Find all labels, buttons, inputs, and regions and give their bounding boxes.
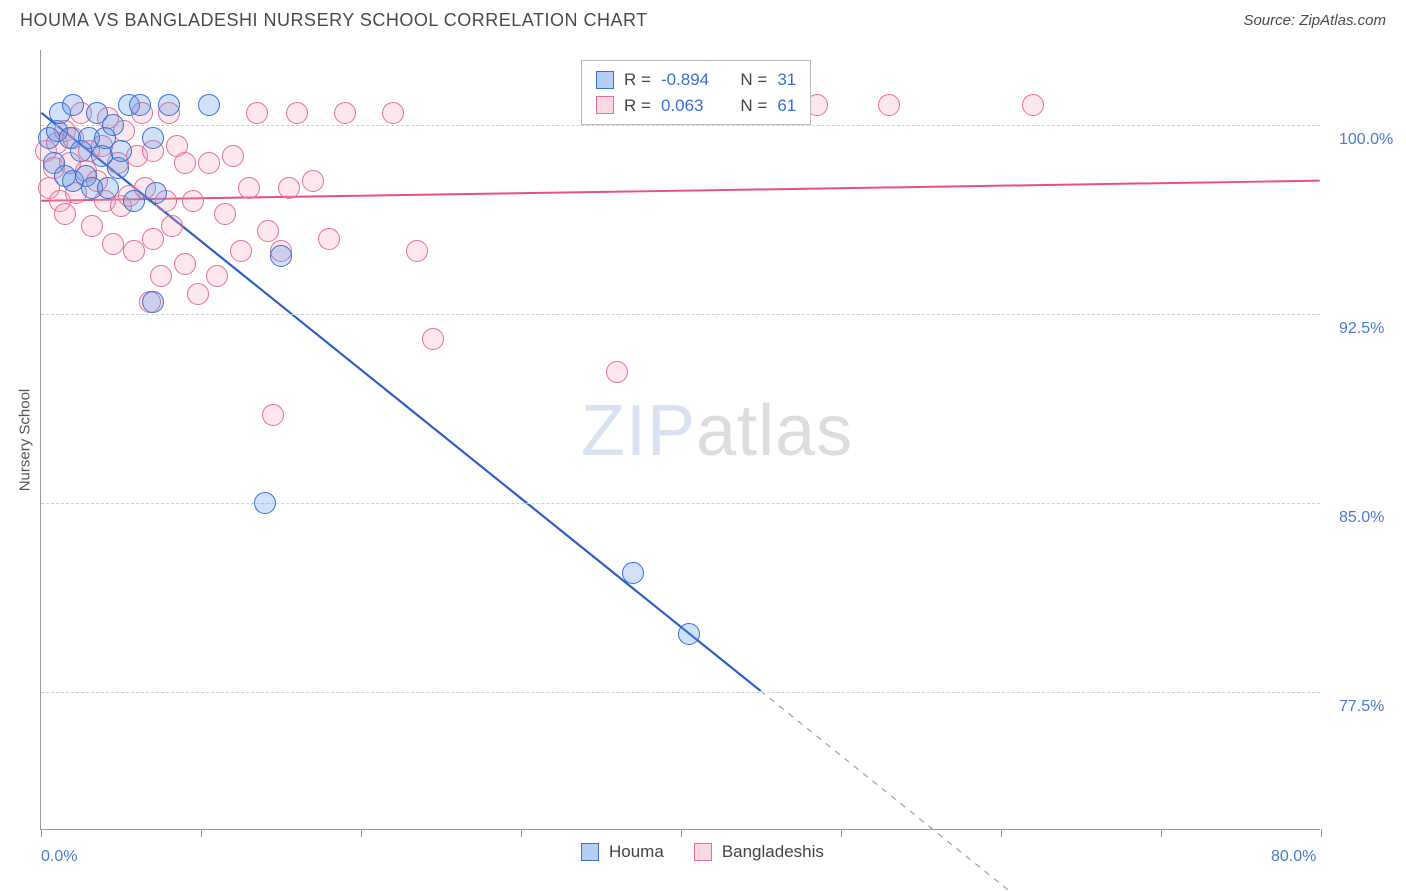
data-point xyxy=(278,177,300,199)
data-point xyxy=(257,220,279,242)
legend-swatch xyxy=(581,843,599,861)
x-tick xyxy=(201,829,202,837)
chart-container: Nursery School ZIPatlas 77.5%85.0%92.5%1… xyxy=(40,50,1360,830)
trend-lines-svg xyxy=(41,50,1320,829)
y-tick-label: 77.5% xyxy=(1339,698,1384,716)
data-point xyxy=(254,492,276,514)
y-tick-label: 100.0% xyxy=(1339,131,1393,149)
data-point xyxy=(382,102,404,124)
data-point xyxy=(198,94,220,116)
data-point xyxy=(198,152,220,174)
data-point xyxy=(142,291,164,313)
x-tick xyxy=(521,829,522,837)
x-tick xyxy=(41,829,42,837)
data-point xyxy=(622,562,644,584)
data-point xyxy=(302,170,324,192)
data-point xyxy=(187,283,209,305)
x-tick xyxy=(361,829,362,837)
legend-swatch xyxy=(596,96,614,114)
data-point xyxy=(129,94,151,116)
data-point xyxy=(150,265,172,287)
data-point xyxy=(222,145,244,167)
legend-n-value: 61 xyxy=(777,93,796,119)
data-point xyxy=(97,177,119,199)
data-point xyxy=(81,215,103,237)
legend-swatch xyxy=(596,71,614,89)
data-point xyxy=(422,328,444,350)
gridline-h xyxy=(41,125,1320,126)
data-point xyxy=(142,127,164,149)
data-point xyxy=(174,152,196,174)
legend-stats-row: R = -0.894 N = 31 xyxy=(596,67,796,93)
legend-series: Houma Bangladeshis xyxy=(581,842,844,862)
y-axis-title: Nursery School xyxy=(17,389,34,492)
data-point xyxy=(62,94,84,116)
data-point xyxy=(142,228,164,250)
data-point xyxy=(246,102,268,124)
data-point xyxy=(206,265,228,287)
chart-title: HOUMA VS BANGLADESHI NURSERY SCHOOL CORR… xyxy=(20,10,648,31)
data-point xyxy=(606,361,628,383)
legend-r-value: -0.894 xyxy=(661,67,721,93)
x-tick xyxy=(1161,829,1162,837)
data-point xyxy=(1022,94,1044,116)
gridline-h xyxy=(41,314,1320,315)
legend-stats-row: R = 0.063 N = 61 xyxy=(596,93,796,119)
data-point xyxy=(102,233,124,255)
y-tick-label: 85.0% xyxy=(1339,509,1384,527)
data-point xyxy=(214,203,236,225)
x-min-label: 0.0% xyxy=(41,848,77,866)
data-point xyxy=(123,240,145,262)
legend-stats-box: R = -0.894 N = 31R = 0.063 N = 61 xyxy=(581,60,811,125)
data-point xyxy=(110,140,132,162)
x-max-label: 80.0% xyxy=(1271,848,1316,866)
data-point xyxy=(270,245,292,267)
x-tick xyxy=(1321,829,1322,837)
legend-n-label: N = xyxy=(731,67,767,93)
data-point xyxy=(145,182,167,204)
data-point xyxy=(318,228,340,250)
trend-line xyxy=(41,181,1319,201)
y-tick-label: 92.5% xyxy=(1339,320,1384,338)
data-point xyxy=(286,102,308,124)
x-tick xyxy=(681,829,682,837)
legend-r-label: R = xyxy=(624,67,651,93)
plot-area: ZIPatlas 77.5%85.0%92.5%100.0%0.0%80.0%R… xyxy=(40,50,1320,830)
data-point xyxy=(238,177,260,199)
x-tick xyxy=(841,829,842,837)
data-point xyxy=(182,190,204,212)
data-point xyxy=(174,253,196,275)
data-point xyxy=(262,404,284,426)
legend-series-label: Houma xyxy=(609,842,664,862)
data-point xyxy=(406,240,428,262)
legend-r-value: 0.063 xyxy=(661,93,721,119)
data-point xyxy=(334,102,356,124)
data-point xyxy=(678,623,700,645)
data-point xyxy=(878,94,900,116)
data-point xyxy=(102,114,124,136)
data-point xyxy=(158,94,180,116)
legend-series-label: Bangladeshis xyxy=(722,842,824,862)
source-label: Source: ZipAtlas.com xyxy=(1243,12,1386,29)
x-tick xyxy=(1001,829,1002,837)
legend-n-label: N = xyxy=(731,93,767,119)
data-point xyxy=(161,215,183,237)
legend-n-value: 31 xyxy=(777,67,796,93)
legend-swatch xyxy=(694,843,712,861)
data-point xyxy=(123,190,145,212)
legend-r-label: R = xyxy=(624,93,651,119)
gridline-h xyxy=(41,503,1320,504)
data-point xyxy=(230,240,252,262)
gridline-h xyxy=(41,692,1320,693)
data-point xyxy=(54,203,76,225)
